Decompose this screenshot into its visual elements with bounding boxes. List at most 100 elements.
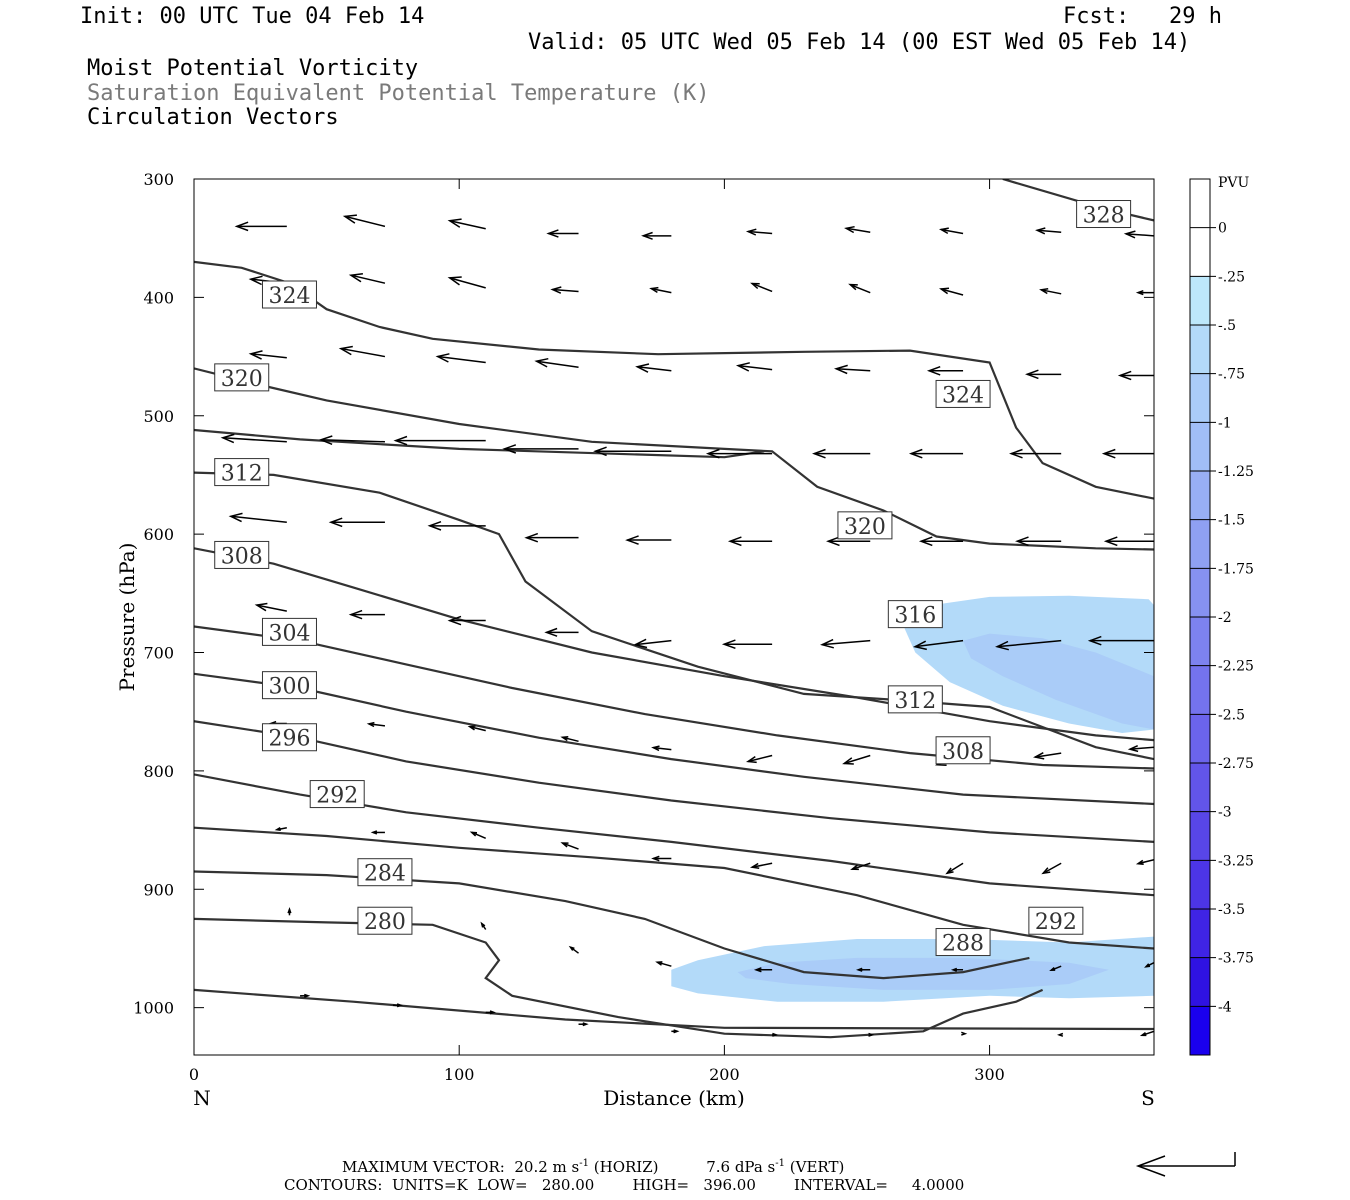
theta-es-contour-308-9: [194, 625, 1154, 770]
circulation-vector-90: [392, 1003, 404, 1008]
valid-time: Valid: 05 UTC Wed 05 Feb 14 (00 EST Wed …: [528, 30, 1191, 55]
circulation-vector-91: [485, 1010, 496, 1015]
svg-text:316: 316: [894, 604, 936, 629]
circulation-vector-11: [348, 272, 386, 284]
plot-frame: [193, 178, 1155, 1056]
colorbar-swatch-6: [1190, 471, 1210, 521]
circulation-vector-71: [370, 830, 385, 835]
field-title-mpv: Moist Potential Vorticity: [87, 56, 419, 81]
circulation-vector-95: [868, 1032, 875, 1037]
max-vector-vert-unit: (VERT): [789, 1158, 845, 1176]
y-tick-label-600: 600: [143, 525, 174, 544]
svg-text:308: 308: [221, 544, 263, 569]
circulation-vector-88: [1144, 961, 1154, 968]
circulation-vector-58: [995, 639, 1062, 651]
circulation-vector-77: [945, 862, 964, 875]
circulation-vector-82: [568, 945, 579, 954]
contour-label-292-13: 292: [309, 780, 365, 809]
circulation-vector-29: [1117, 370, 1154, 381]
circulation-vector-98: [1139, 1030, 1154, 1037]
svg-text:284: 284: [364, 862, 406, 887]
contour-label-316-6: 316: [887, 600, 943, 629]
circulation-vector-17: [939, 287, 964, 296]
svg-text:324: 324: [942, 383, 984, 408]
circulation-vector-84: [753, 967, 773, 973]
circulation-vector-8: [1035, 227, 1062, 235]
colorbar-label-9: -2.25: [1218, 659, 1254, 675]
circulation-vector-34: [593, 446, 672, 457]
colorbar-label-5: -1.25: [1218, 464, 1254, 480]
circulation-vector-54: [633, 638, 672, 649]
circulation-vector-32: [393, 435, 486, 446]
circulation-vector-72: [469, 831, 487, 840]
circulation-vector-92: [578, 1022, 589, 1027]
vert-exponent: -1: [775, 1158, 786, 1169]
contour-label-324-2: 324: [935, 379, 991, 408]
colorbar-label-15: -3.75: [1218, 951, 1254, 967]
svg-text:320: 320: [221, 367, 263, 392]
colorbar-swatch-2: [1190, 276, 1210, 326]
max-vector-horiz-unit: (HORIZ): [593, 1158, 659, 1176]
svg-text:324: 324: [268, 284, 310, 309]
theta-es-contour-316-6: [194, 471, 1154, 761]
circulation-vector-63: [560, 735, 579, 743]
x-tick-label-100: 100: [444, 1065, 475, 1084]
colorbar-label-8: -2: [1218, 610, 1232, 626]
svg-text:312: 312: [221, 462, 263, 487]
circulation-vector-22: [435, 353, 486, 364]
circulation-vector-51: [348, 609, 385, 620]
svg-text:312: 312: [894, 689, 936, 714]
circulation-vector-14: [649, 286, 672, 294]
circulation-vector-45: [727, 536, 773, 547]
colorbar-label-10: -2.5: [1218, 707, 1245, 723]
x-tick-label-0: 0: [189, 1065, 199, 1084]
y-tick-label-1000: 1000: [133, 999, 174, 1018]
contour-label-308-8: 308: [214, 540, 270, 569]
colorbar-title: PVU: [1218, 175, 1250, 191]
circulation-vector-75: [749, 862, 773, 870]
theta-es-contour-280-17: [194, 917, 1044, 1039]
circulation-vector-81: [480, 921, 487, 930]
circulation-vector-97: [1057, 1032, 1064, 1037]
colorbar-swatch-0: [1190, 179, 1210, 229]
svg-text:304: 304: [268, 621, 310, 646]
y-tick-label-500: 500: [143, 407, 174, 426]
reference-vector: [1135, 1152, 1236, 1177]
circulation-vector-7: [938, 227, 964, 235]
circulation-vector-50: [254, 602, 287, 612]
circulation-vector-62: [467, 725, 486, 732]
circulation-vector-43: [524, 532, 579, 543]
circulation-vector-2: [447, 218, 486, 230]
theta-es-contour-288-15: [194, 826, 1154, 950]
circulation-vector-87: [1049, 965, 1062, 972]
horiz-exponent: -1: [579, 1158, 589, 1169]
circulation-vector-33: [502, 444, 579, 454]
y-tick-label-400: 400: [143, 288, 174, 307]
x-tick-label-300: 300: [974, 1065, 1005, 1084]
x-end-label-north: N: [193, 1086, 211, 1110]
contour-label-304-10: 304: [261, 617, 317, 646]
x-tick-label-200: 200: [709, 1065, 740, 1084]
x-end-label-south: S: [1141, 1086, 1155, 1110]
circulation-vector-13: [550, 286, 579, 294]
circulation-vector-64: [651, 745, 672, 752]
contour-label-324-1: 324: [261, 280, 317, 309]
contour-label-296-12: 296: [261, 723, 317, 752]
circulation-vector-16: [848, 283, 871, 294]
circulation-vector-55: [721, 639, 773, 650]
circulation-vector-66: [842, 754, 871, 765]
circulation-vector-20: [248, 350, 287, 360]
colorbar-label-1: -.25: [1218, 269, 1245, 285]
contour-label-328-0: 328: [1076, 200, 1132, 229]
colorbar-label-4: -1: [1218, 415, 1232, 431]
contour-label-320-4: 320: [837, 511, 893, 540]
circulation-vector-69: [1127, 745, 1154, 753]
contour-label-284-16: 284: [357, 858, 413, 887]
circulation-vector-38: [1009, 448, 1062, 459]
circulation-vector-46: [826, 536, 871, 547]
svg-text:308: 308: [942, 740, 984, 765]
pv-region-1: [963, 633, 1154, 730]
colorbar-swatch-12: [1190, 763, 1210, 813]
circulation-vector-96: [961, 1031, 968, 1036]
colorbar-swatch-13: [1190, 811, 1210, 861]
